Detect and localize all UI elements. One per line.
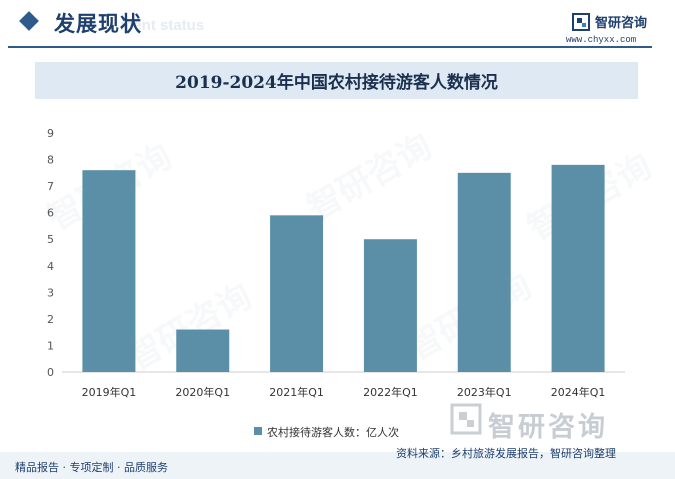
x-tick-label: 2020年Q1 [175,385,230,399]
brand-name: 智研咨询 [595,16,648,31]
brand-url: www.chyxx.com [566,35,637,45]
y-tick-label: 7 [47,180,54,193]
brand-watermark: 智研咨询 [488,412,608,443]
bar [363,239,417,372]
section-subtitle-ghost: ment status [120,17,205,34]
footer-slogan: 精品报告 · 专项定制 · 品质服务 [15,461,168,474]
y-tick-label: 1 [47,339,54,352]
legend-swatch [254,427,262,435]
section-title: 发展现状 [54,12,142,36]
x-tick-label: 2022年Q1 [363,385,418,399]
x-tick-label: 2021年Q1 [269,385,324,399]
source-note: 资料来源：乡村旅游发展报告，智研咨询整理 [396,447,616,460]
y-tick-label: 3 [47,286,54,299]
y-tick-label: 6 [47,207,54,220]
x-tick-label: 2019年Q1 [82,385,137,399]
y-tick-label: 0 [47,366,54,379]
x-tick-label: 2024年Q1 [551,385,606,399]
y-tick-label: 8 [47,154,54,167]
brand-logo-icon [572,13,590,31]
bar [551,164,605,372]
legend-label: 农村接待游客人数：亿人次 [267,426,399,439]
y-tick-label: 2 [47,313,54,326]
y-tick-label: 5 [47,233,54,246]
x-tick-label: 2023年Q1 [457,385,512,399]
y-tick-label: 9 [47,127,54,140]
bar [270,215,324,372]
page-header: ment status 发展现状 智研咨询 www.chyxx.com [0,0,675,48]
bar [82,170,136,372]
y-tick-label: 4 [47,260,54,273]
brand-watermark-logo-icon [450,403,482,435]
header-divider [8,46,652,48]
bar [176,329,230,372]
footer-bar [0,452,675,479]
bar [457,172,511,372]
chart-title: 2019-2024年中国农村接待游客人数情况 [175,73,498,93]
chart-title-bar [35,62,638,99]
